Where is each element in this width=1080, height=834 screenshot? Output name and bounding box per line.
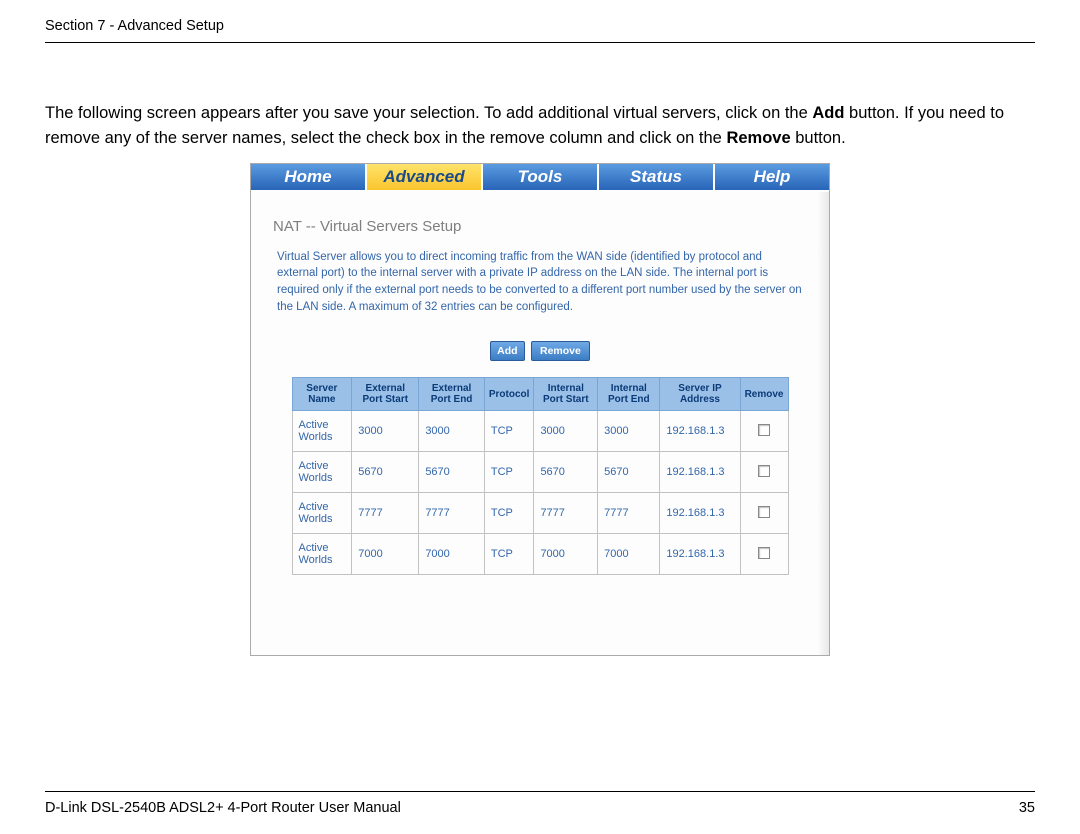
table-cell: 192.168.1.3 [660, 534, 740, 575]
table-cell-remove [740, 411, 788, 452]
table-cell-remove [740, 493, 788, 534]
table-cell: 3000 [598, 411, 660, 452]
bold-add: Add [812, 104, 844, 122]
virtual-servers-table: Server Name External Port Start External… [292, 377, 789, 575]
table-row: Active Worlds56705670TCP56705670192.168.… [292, 452, 788, 493]
tab-home[interactable]: Home [251, 164, 367, 190]
table-cell: 3000 [534, 411, 598, 452]
table-cell: 5670 [419, 452, 485, 493]
table-cell: Active Worlds [292, 493, 352, 534]
table-cell: 7000 [352, 534, 419, 575]
add-button[interactable]: Add [490, 341, 524, 361]
tab-advanced[interactable]: Advanced [367, 164, 483, 190]
panel-title: NAT -- Virtual Servers Setup [251, 192, 829, 243]
router-screenshot: Home Advanced Tools Status Help NAT -- V… [250, 163, 830, 657]
table-cell: 7777 [598, 493, 660, 534]
table-cell: Active Worlds [292, 534, 352, 575]
table-cell: 5670 [598, 452, 660, 493]
th-int-port-end: Internal Port End [598, 378, 660, 411]
table-cell: 7777 [534, 493, 598, 534]
table-cell: TCP [484, 411, 534, 452]
table-header-row: Server Name External Port Start External… [292, 378, 788, 411]
table-cell-remove [740, 452, 788, 493]
table-cell: 7000 [598, 534, 660, 575]
th-ext-port-end: External Port End [419, 378, 485, 411]
text-post: button. [791, 129, 846, 147]
button-row: Add Remove [251, 319, 829, 377]
section-header: Section 7 - Advanced Setup [45, 18, 1035, 42]
table-cell: 7777 [419, 493, 485, 534]
table-cell: Active Worlds [292, 452, 352, 493]
text-pre: The following screen appears after you s… [45, 104, 812, 122]
bold-remove: Remove [726, 129, 790, 147]
remove-checkbox[interactable] [758, 547, 770, 559]
remove-checkbox[interactable] [758, 506, 770, 518]
th-server-ip: Server IP Address [660, 378, 740, 411]
remove-checkbox[interactable] [758, 424, 770, 436]
table-cell: TCP [484, 493, 534, 534]
footer-page-number: 35 [1019, 800, 1035, 816]
table-cell: TCP [484, 452, 534, 493]
th-protocol: Protocol [484, 378, 534, 411]
instruction-paragraph: The following screen appears after you s… [45, 101, 1035, 151]
footer-manual-title: D-Link DSL-2540B ADSL2+ 4-Port Router Us… [45, 800, 401, 816]
table-cell: TCP [484, 534, 534, 575]
table-row: Active Worlds70007000TCP70007000192.168.… [292, 534, 788, 575]
tab-tools[interactable]: Tools [483, 164, 599, 190]
table-cell: 7000 [419, 534, 485, 575]
tab-help[interactable]: Help [715, 164, 829, 190]
table-cell: Active Worlds [292, 411, 352, 452]
remove-button[interactable]: Remove [531, 341, 590, 361]
table-cell: 192.168.1.3 [660, 411, 740, 452]
table-cell: 192.168.1.3 [660, 452, 740, 493]
nav-bar: Home Advanced Tools Status Help [251, 164, 829, 192]
table-cell: 3000 [352, 411, 419, 452]
table-cell: 7777 [352, 493, 419, 534]
panel-description: Virtual Server allows you to direct inco… [251, 243, 829, 320]
remove-checkbox[interactable] [758, 465, 770, 477]
th-remove: Remove [740, 378, 788, 411]
table-cell: 192.168.1.3 [660, 493, 740, 534]
tab-status[interactable]: Status [599, 164, 715, 190]
table-cell: 3000 [419, 411, 485, 452]
th-int-port-start: Internal Port Start [534, 378, 598, 411]
th-ext-port-start: External Port Start [352, 378, 419, 411]
table-row: Active Worlds30003000TCP30003000192.168.… [292, 411, 788, 452]
table-row: Active Worlds77777777TCP77777777192.168.… [292, 493, 788, 534]
table-cell: 7000 [534, 534, 598, 575]
th-server-name: Server Name [292, 378, 352, 411]
table-cell: 5670 [352, 452, 419, 493]
table-cell: 5670 [534, 452, 598, 493]
table-cell-remove [740, 534, 788, 575]
divider-top [45, 42, 1035, 43]
page-footer: D-Link DSL-2540B ADSL2+ 4-Port Router Us… [45, 791, 1035, 816]
